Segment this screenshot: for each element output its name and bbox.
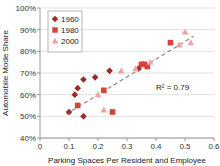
tick-mark — [37, 73, 40, 74]
plot-area — [66, 29, 194, 120]
tick-mark — [156, 138, 157, 141]
series — [66, 65, 142, 119]
tick-mark — [37, 8, 40, 9]
tick-label: 0.5 — [179, 142, 191, 151]
legend: 1960 1980 2000 — [48, 11, 82, 52]
tick-mark — [214, 138, 215, 141]
point — [74, 85, 81, 92]
tick-label: 0.2 — [92, 142, 104, 151]
point — [168, 40, 174, 46]
legend-box — [48, 11, 82, 52]
tick-label: 60% — [20, 91, 36, 100]
legend-label: 1980 — [61, 26, 79, 35]
point — [66, 109, 73, 116]
tick-mark — [98, 138, 99, 141]
x-axis-label: Parking Spaces Per Resident and Employee — [48, 156, 206, 165]
series — [95, 29, 194, 113]
tick-label: 100% — [16, 4, 36, 13]
tick-label: 40% — [20, 134, 36, 143]
point — [176, 42, 183, 48]
point — [101, 107, 108, 113]
tick-mark — [37, 116, 40, 117]
point — [101, 88, 107, 94]
legend-marker — [52, 27, 57, 32]
grid-line — [40, 94, 214, 95]
y-axis-label: Automobile Mode Share — [1, 30, 10, 116]
tick-label: 50% — [20, 112, 36, 121]
point — [72, 91, 79, 98]
point — [106, 68, 113, 75]
tick-label: 80% — [20, 47, 36, 56]
x-axis — [40, 138, 214, 139]
tick-label: 70% — [20, 69, 36, 78]
point — [80, 113, 87, 120]
tick-label: 90% — [20, 26, 36, 35]
tick-label: 0 — [38, 142, 43, 151]
y-axis — [40, 8, 41, 138]
grid-line — [40, 138, 214, 139]
tick-mark — [127, 138, 128, 141]
legend-label: 1960 — [61, 15, 79, 24]
point — [182, 29, 189, 35]
tick-label: 0.4 — [150, 142, 162, 151]
tick-mark — [37, 138, 40, 139]
series — [75, 40, 173, 115]
point — [147, 59, 154, 65]
point — [110, 109, 116, 115]
tick-label: 0.1 — [63, 142, 75, 151]
grid-line — [40, 73, 214, 74]
grid-line — [40, 8, 214, 9]
tick-mark — [69, 138, 70, 141]
tick-mark — [40, 138, 41, 141]
tick-mark — [37, 94, 40, 95]
legend-marker — [52, 38, 58, 44]
tick-mark — [37, 29, 40, 30]
point — [118, 68, 125, 74]
point — [80, 76, 87, 83]
trendline — [66, 36, 194, 114]
point — [75, 103, 81, 109]
tick-mark — [37, 51, 40, 52]
tick-label: 0.3 — [121, 142, 133, 151]
chart: 40% 50% 60% 70% 80% 90% 100% 0 0.1 0.2 0.3 0.4 0.5 0.… — [0, 0, 220, 166]
point — [92, 74, 99, 81]
point — [95, 91, 102, 97]
grid-line — [40, 116, 214, 117]
tick-mark — [185, 138, 186, 141]
point — [188, 39, 195, 45]
legend-label: 2000 — [61, 37, 79, 46]
point — [132, 65, 139, 71]
tick-label: 0.6 — [208, 142, 220, 151]
legend-marker — [52, 16, 58, 22]
annotation: R² = 0.79 — [156, 83, 190, 92]
